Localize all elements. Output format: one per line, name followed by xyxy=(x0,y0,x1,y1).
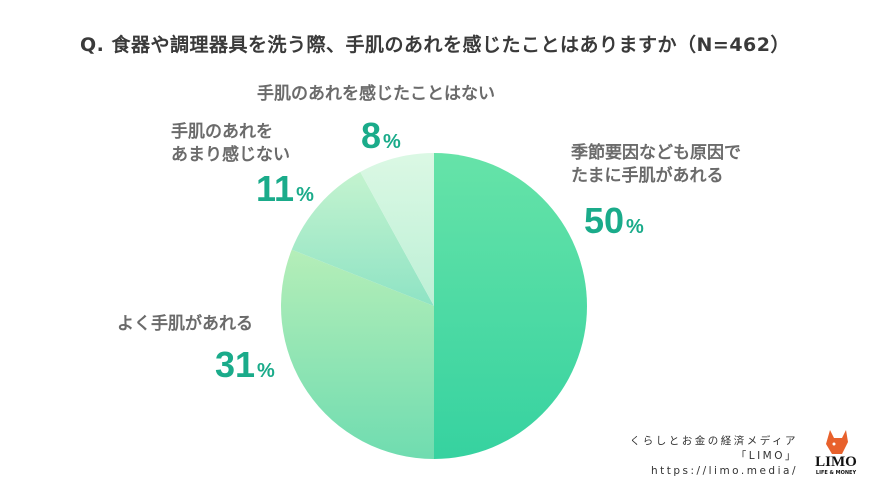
label-occasionally-line2: たまに手肌があれる xyxy=(571,166,724,186)
label-occasionally-line1: 季節要因なども原因で xyxy=(571,143,741,163)
pct-never: 8% xyxy=(361,115,401,156)
label-rarely: 手肌のあれを あまり感じない xyxy=(171,122,290,165)
limo-logo: LIMO LIFE & MONEY xyxy=(812,428,860,478)
fox-icon xyxy=(826,430,848,454)
label-occasionally: 季節要因なども原因で たまに手肌があれる xyxy=(571,142,741,188)
label-often: よく手肌があれる xyxy=(117,314,253,334)
pct-often: 31% xyxy=(215,344,275,385)
pct-rarely: 11% xyxy=(256,168,314,209)
pct-occasionally: 50% xyxy=(584,200,644,241)
slice-often xyxy=(281,249,434,459)
label-never: 手肌のあれを感じたことはない xyxy=(257,84,495,104)
chart-title: Q. 食器や調理器具を洗う際、手肌のあれを感じたことはありますか（N=462） xyxy=(80,34,790,56)
slice-never xyxy=(360,153,434,306)
slice-occasionally xyxy=(434,153,587,459)
credit-text: くらしとお金の経済メディア 「LIMO」 https://limo.media/ xyxy=(629,435,798,477)
slice-rarely xyxy=(291,171,434,306)
